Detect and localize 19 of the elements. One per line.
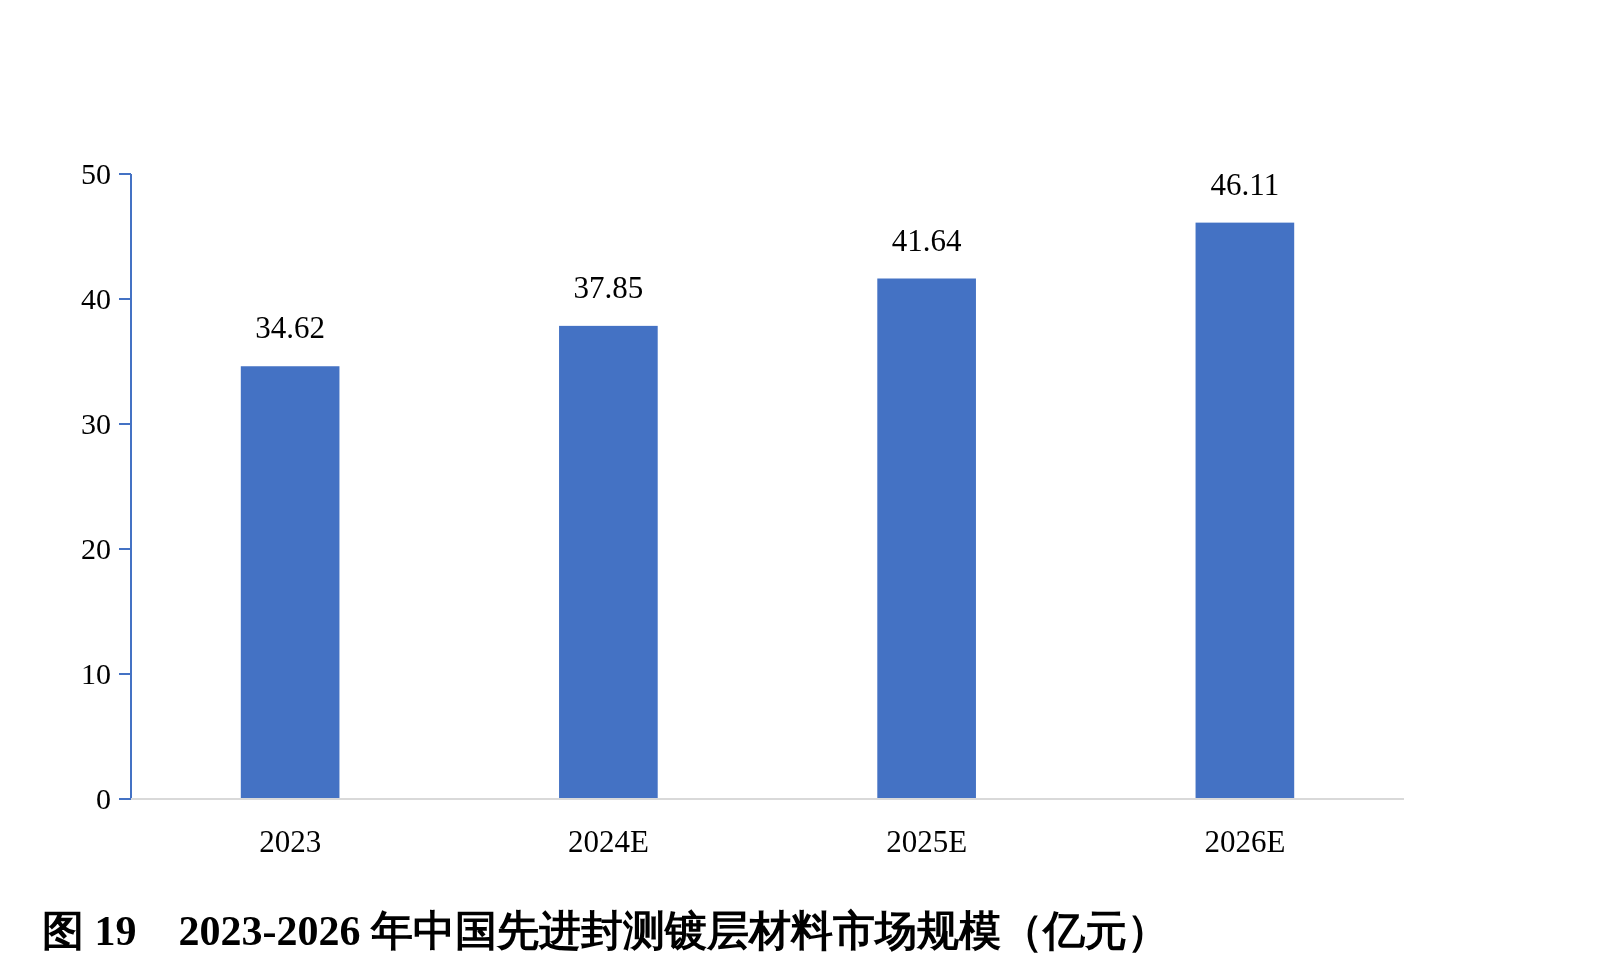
x-tick-label: 2026E <box>1204 824 1286 859</box>
x-tick-label: 2023 <box>259 824 322 859</box>
data-label: 37.85 <box>573 269 644 305</box>
text: 图 19 2023-2026 年中国先进封测镀层材料市场规模（亿元） <box>42 908 1169 954</box>
x-tick-label: 2025E <box>886 824 968 859</box>
y-tick-label: 10 <box>81 657 111 690</box>
bar <box>240 366 340 799</box>
bar <box>877 278 976 799</box>
data-label: 41.64 <box>891 222 962 258</box>
bar <box>1195 222 1295 799</box>
y-tick-label: 50 <box>81 157 111 190</box>
y-tick-label: 40 <box>81 282 111 315</box>
y-tick-label: 0 <box>96 782 111 815</box>
data-label: 34.62 <box>255 310 325 346</box>
bar <box>559 325 658 799</box>
x-tick-label: 2024E <box>567 824 649 859</box>
y-tick-label: 30 <box>81 407 111 440</box>
data-label: 46.11 <box>1210 166 1280 202</box>
y-tick-label: 20 <box>81 532 111 565</box>
